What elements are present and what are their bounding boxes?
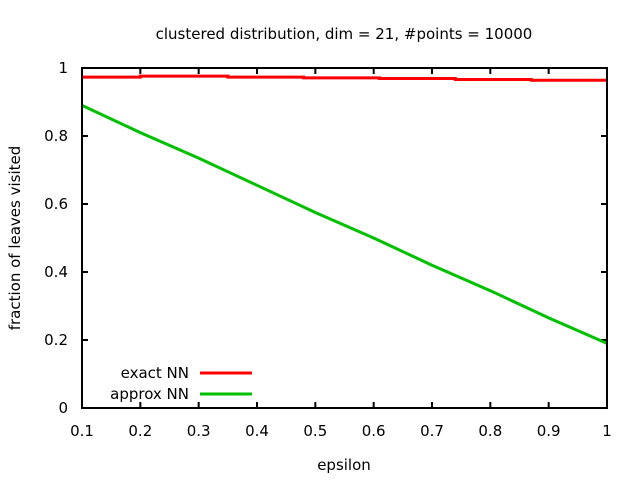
series-line-approx-nn: [81, 104, 608, 345]
x-tick-label: 0.4: [245, 422, 269, 440]
x-axis-label: epsilon: [317, 456, 371, 474]
x-tick-label: 0.3: [187, 422, 211, 440]
chart-title: clustered distribution, dim = 21, #point…: [156, 25, 533, 43]
x-tick-label: 0.5: [303, 422, 327, 440]
x-tick-label: 0.8: [478, 422, 502, 440]
series-line-exact-nn: [82, 74, 607, 82]
y-tick-label: 1: [58, 59, 68, 77]
x-tick-label: 0.1: [70, 422, 94, 440]
y-tick-label: 0.2: [44, 331, 68, 349]
plot-frame: [81, 67, 608, 409]
y-tick-label: 0: [58, 399, 68, 417]
x-tick-label: 0.9: [537, 422, 561, 440]
x-tick-label: 0.6: [362, 422, 386, 440]
x-tick-label: 0.2: [128, 422, 152, 440]
y-axis-label: fraction of leaves visited: [6, 146, 24, 331]
y-tick-label: 0.4: [44, 263, 68, 281]
y-tick-label: 0.6: [44, 195, 68, 213]
x-tick-label: 1: [602, 422, 612, 440]
legend-label: exact NN: [121, 364, 189, 382]
y-tick-label: 0.8: [44, 127, 68, 145]
legend-label: approx NN: [110, 385, 189, 403]
x-tick-label: 0.7: [420, 422, 444, 440]
